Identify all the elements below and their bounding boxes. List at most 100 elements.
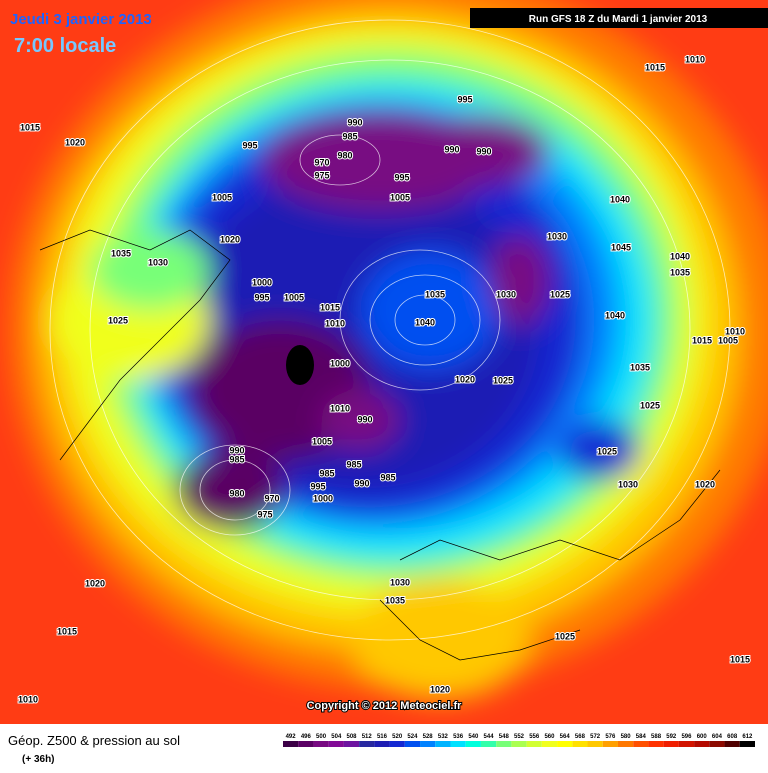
pressure-label: 1000 bbox=[330, 358, 350, 368]
scale-swatch bbox=[374, 741, 390, 747]
scale-label: 564 bbox=[560, 734, 571, 740]
pressure-label: 985 bbox=[319, 468, 334, 478]
scale-label: 548 bbox=[499, 734, 510, 740]
scale-swatch bbox=[694, 741, 710, 747]
scale-label: 508 bbox=[347, 734, 358, 740]
pressure-label: 995 bbox=[457, 94, 472, 104]
pressure-label: 990 bbox=[354, 478, 369, 488]
pressure-label: 985 bbox=[346, 459, 361, 469]
pressure-label: 970 bbox=[264, 493, 279, 503]
scale-label: 524 bbox=[407, 734, 418, 740]
pressure-label: 1020 bbox=[455, 374, 475, 384]
pressure-label: 1040 bbox=[670, 251, 690, 261]
scale-swatch bbox=[359, 741, 375, 747]
pressure-label: 1015 bbox=[645, 62, 665, 72]
color-scale: 492 496 500 504 508 512 516 520 524 528 532 536 540 5… bbox=[283, 734, 755, 747]
scale-label: 584 bbox=[636, 734, 647, 740]
scale-label: 604 bbox=[712, 734, 723, 740]
scale-label: 540 bbox=[468, 734, 479, 740]
pressure-label: 1025 bbox=[597, 446, 617, 456]
pressure-label: 1035 bbox=[111, 248, 131, 258]
pressure-label: 1025 bbox=[493, 375, 513, 385]
pressure-label: 1040 bbox=[605, 310, 625, 320]
scale-swatch bbox=[328, 741, 344, 747]
pressure-label: 1015 bbox=[57, 626, 77, 636]
scale-swatch bbox=[496, 741, 512, 747]
pressure-label: 1020 bbox=[65, 137, 85, 147]
scale-label: 576 bbox=[605, 734, 616, 740]
pressure-label: 1030 bbox=[547, 231, 567, 241]
scale-label: 500 bbox=[316, 734, 327, 740]
scale-label: 556 bbox=[529, 734, 540, 740]
scale-swatch bbox=[404, 741, 421, 747]
pressure-label: 1020 bbox=[695, 479, 715, 489]
low-core bbox=[286, 345, 314, 385]
pressure-label: 1015 bbox=[730, 654, 750, 664]
run-info: Run GFS 18 Z du Mardi 1 janvier 2013 bbox=[529, 14, 708, 25]
pressure-label: 1030 bbox=[618, 479, 638, 489]
pressure-label: 1035 bbox=[385, 595, 405, 605]
field bbox=[0, 0, 768, 724]
time: 7:00 locale bbox=[14, 35, 116, 57]
pressure-label: 1020 bbox=[220, 234, 240, 244]
scale-label: 544 bbox=[484, 734, 495, 740]
scale-label: 528 bbox=[423, 734, 434, 740]
pressure-label: 995 bbox=[394, 172, 409, 182]
pressure-label: 995 bbox=[310, 481, 325, 491]
pressure-label: 1045 bbox=[611, 242, 631, 252]
scale-label: 532 bbox=[438, 734, 449, 740]
scale-swatch bbox=[709, 741, 725, 747]
scale-label: 504 bbox=[331, 734, 342, 740]
pressure-label: 1010 bbox=[725, 326, 745, 336]
pressure-label: 1035 bbox=[670, 267, 690, 277]
scale-swatch bbox=[541, 741, 558, 747]
pressure-label: 990 bbox=[444, 144, 459, 154]
pressure-labels: 1015 1010 1015 1020 995 990 985 995 980 970 975 990… bbox=[17, 53, 751, 705]
pressure-label: 1005 bbox=[284, 292, 304, 302]
scale-label: 600 bbox=[697, 734, 708, 740]
pressure-label: 1015 bbox=[20, 122, 40, 132]
pressure-label: 1005 bbox=[212, 192, 232, 202]
pressure-label: 1040 bbox=[610, 194, 630, 204]
pressure-label: 1005 bbox=[718, 335, 738, 345]
pressure-label: 970 bbox=[314, 157, 329, 167]
pressure-label: 1040 bbox=[415, 317, 435, 327]
pressure-label: 1010 bbox=[325, 318, 345, 328]
pressure-label: 1035 bbox=[630, 362, 650, 372]
scale-swatch bbox=[617, 741, 634, 747]
scale-swatch bbox=[283, 741, 299, 747]
scale-swatch bbox=[389, 741, 405, 747]
pressure-label: 1035 bbox=[425, 289, 445, 299]
pressure-label: 1005 bbox=[390, 192, 410, 202]
run-box bbox=[470, 8, 768, 28]
isobars bbox=[49, 19, 731, 641]
scale-swatch bbox=[480, 741, 497, 747]
pressure-label: 1020 bbox=[430, 684, 450, 694]
scale-label: 496 bbox=[301, 734, 312, 740]
pressure-label: 1015 bbox=[692, 335, 712, 345]
pressure-label: 990 bbox=[229, 445, 244, 455]
scale-label: 608 bbox=[727, 734, 738, 740]
scale-label: 580 bbox=[621, 734, 632, 740]
pressure-label: 990 bbox=[476, 146, 491, 156]
scale-label: 568 bbox=[575, 734, 586, 740]
pressure-label: 1025 bbox=[640, 400, 660, 410]
scale-swatch bbox=[526, 741, 542, 747]
scale-label: 592 bbox=[666, 734, 677, 740]
scale-label: 588 bbox=[651, 734, 662, 740]
pressure-label: 975 bbox=[257, 509, 272, 519]
pressure-label: 995 bbox=[254, 292, 269, 302]
scale-label: 560 bbox=[544, 734, 555, 740]
scale-label: 516 bbox=[377, 734, 388, 740]
scale-swatch bbox=[648, 741, 664, 747]
pressure-label: 1025 bbox=[108, 315, 128, 325]
date: Jeudi 3 janvier 2013 bbox=[10, 11, 152, 28]
pressure-label: 1030 bbox=[148, 257, 168, 267]
pressure-label: 1000 bbox=[313, 493, 333, 503]
scale-label: 520 bbox=[392, 734, 403, 740]
scale-label: 612 bbox=[742, 734, 753, 740]
pressure-label: 1015 bbox=[320, 302, 340, 312]
pressure-label: 980 bbox=[337, 150, 352, 160]
pressure-label: 990 bbox=[357, 414, 372, 424]
